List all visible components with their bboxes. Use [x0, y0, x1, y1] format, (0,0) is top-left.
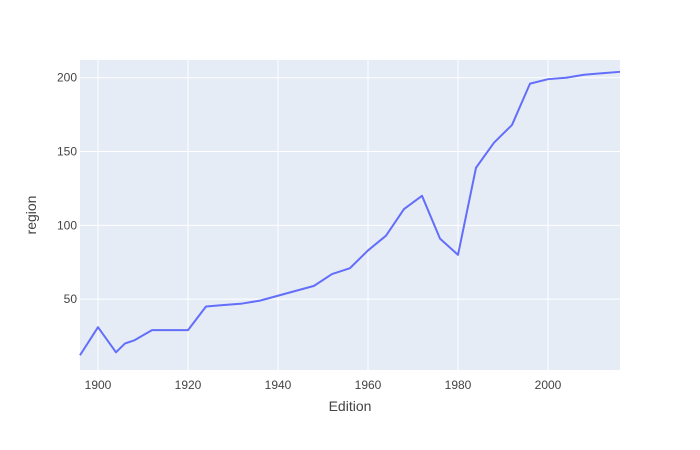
series-layer: [79, 70, 621, 356]
x-axis-ticks: 1900 1920 1940 1960 1980 2000: [85, 378, 562, 392]
x-tick-label: 1960: [355, 378, 382, 392]
y-tick-label: 200: [57, 71, 77, 85]
y-tick-label: 100: [57, 218, 77, 232]
x-tick-label: 1900: [85, 378, 112, 392]
x-tick-label: 2000: [535, 378, 562, 392]
y-tick-label: 50: [64, 292, 78, 306]
series-line: [79, 70, 621, 356]
x-axis-title: Edition: [329, 398, 372, 414]
y-tick-label: 150: [57, 145, 77, 159]
grid: [80, 60, 620, 370]
x-tick-label: 1980: [445, 378, 472, 392]
x-tick-label: 1920: [175, 378, 202, 392]
y-axis-ticks: 50 100 150 200: [57, 71, 77, 306]
x-tick-label: 1940: [265, 378, 292, 392]
y-axis-title: region: [23, 196, 39, 235]
plot-background: [80, 60, 620, 370]
